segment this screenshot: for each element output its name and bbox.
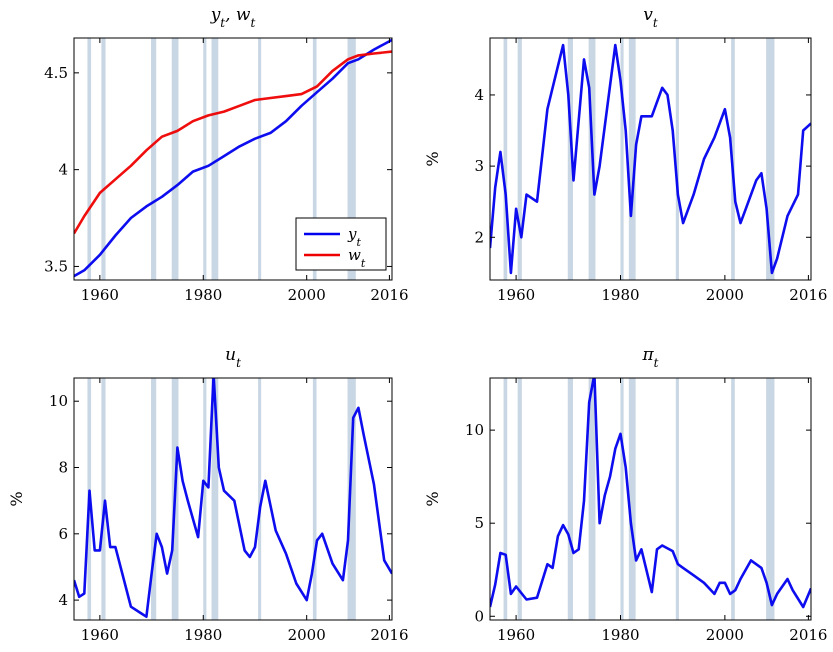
recession-band [517, 38, 522, 280]
y-tick-label: 5 [474, 514, 484, 532]
recession-band [766, 38, 775, 280]
panel-title: vt [643, 5, 658, 30]
recession-band [503, 38, 508, 280]
y-tick-label: 10 [49, 392, 68, 410]
axes-frame [489, 377, 812, 621]
recession-band [312, 38, 317, 280]
recession-band [171, 38, 179, 280]
recession-band [620, 378, 624, 620]
panel-3: 1960 1980 2000 2016 4 6 8 10 ut% [7, 345, 409, 644]
x-tick-label: 2000 [288, 286, 326, 304]
x-tick-label: 1980 [184, 286, 222, 304]
panel-title: ut [225, 345, 241, 370]
recession-band [101, 378, 106, 620]
x-tick-label: 2016 [370, 626, 408, 644]
y-axis-label: % [423, 151, 442, 166]
axes-frame [73, 37, 393, 281]
x-tick-label: 2016 [789, 286, 827, 304]
recession-band [211, 378, 219, 620]
x-tick-label: 1980 [184, 626, 222, 644]
series-line-main [74, 378, 392, 619]
recession-band [151, 38, 157, 280]
series-line-yt [74, 38, 392, 278]
x-tick-label: 1960 [81, 626, 119, 644]
recession-band [675, 38, 679, 280]
x-tick-label: 2000 [706, 626, 744, 644]
recession-band [517, 378, 522, 620]
recession-band [203, 378, 207, 620]
axes-frame [73, 377, 393, 621]
recession-band [620, 38, 624, 280]
recession-band [503, 378, 508, 620]
y-tick-label: 4 [58, 591, 68, 609]
recession-band [211, 38, 219, 280]
recession-band [101, 38, 106, 280]
x-tick-label: 1980 [601, 626, 639, 644]
x-tick-label: 2000 [706, 286, 744, 304]
x-tick-label: 2000 [288, 626, 326, 644]
series-line-wt [74, 50, 392, 235]
panel-title: yt, wt [210, 5, 256, 30]
y-axis-label: % [423, 491, 442, 506]
y-tick-label: 4.5 [44, 64, 68, 82]
panel-2: 1960 1980 2000 2016 2 3 4 vt% [423, 5, 827, 304]
x-tick-label: 2016 [370, 286, 408, 304]
recession-band [588, 378, 596, 620]
x-tick-label: 1960 [497, 626, 535, 644]
legend-entry: yt [347, 225, 361, 249]
recession-band [567, 38, 573, 280]
recession-band [567, 378, 573, 620]
y-tick-label: 2 [474, 228, 484, 246]
x-tick-label: 1980 [601, 286, 639, 304]
recession-band [347, 38, 356, 280]
axes-frame [489, 37, 812, 281]
recession-band [312, 378, 317, 620]
x-tick-label: 1960 [81, 286, 119, 304]
recession-band [347, 378, 356, 620]
recession-band [766, 378, 775, 620]
recession-band [731, 378, 735, 620]
y-tick-label: 4 [58, 161, 68, 179]
y-tick-label: 8 [58, 459, 68, 477]
recession-band [258, 38, 262, 280]
legend-box [295, 217, 387, 271]
y-axis-label: % [7, 491, 26, 506]
y-tick-label: 10 [465, 421, 484, 439]
y-tick-label: 4 [474, 86, 484, 104]
panel-title: πt [641, 345, 658, 370]
legend-entry: wt [348, 246, 366, 270]
series-line-main [490, 43, 811, 275]
y-tick-label: 0 [474, 607, 484, 625]
recession-band [628, 378, 636, 620]
recession-band [675, 378, 679, 620]
recession-band [258, 378, 262, 620]
y-tick-label: 3.5 [44, 257, 68, 275]
x-tick-label: 2016 [789, 626, 827, 644]
y-tick-label: 3 [474, 157, 484, 175]
recession-band [628, 38, 636, 280]
recession-band [151, 378, 157, 620]
recession-band [203, 38, 207, 280]
recession-band [87, 38, 92, 280]
series-line-main [490, 378, 811, 609]
y-tick-label: 6 [58, 525, 68, 543]
x-tick-label: 1960 [497, 286, 535, 304]
panel-4: 1960 1980 2000 2016 0 5 10 πt% [423, 345, 827, 644]
